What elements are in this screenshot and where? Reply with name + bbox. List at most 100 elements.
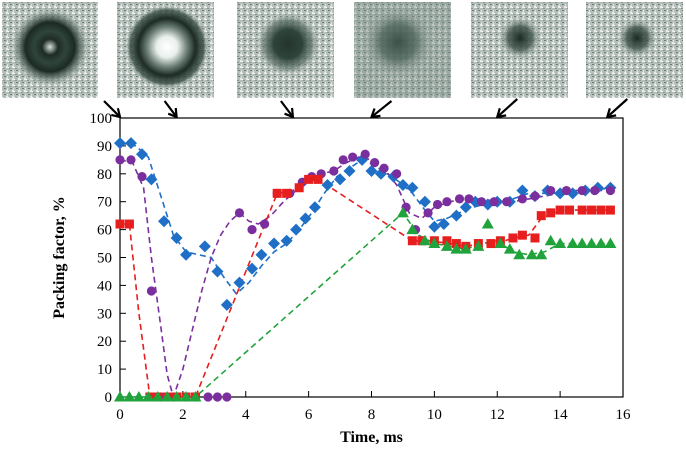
x-tick-label: 6 [305, 407, 313, 423]
data-point-circle [577, 185, 587, 196]
data-point-circle [454, 194, 465, 204]
y-tick-label: 50 [97, 251, 112, 267]
data-point-diamond [396, 178, 409, 191]
data-point-square [517, 230, 527, 240]
data-point-triangle [525, 248, 538, 260]
data-point-triangle [418, 234, 431, 246]
y-tick-label: 30 [97, 306, 112, 322]
data-point-circle [379, 163, 389, 173]
data-point-triangle [494, 237, 507, 249]
time-arrow-line [606, 98, 629, 118]
data-point-triangle [428, 237, 441, 249]
y-tick-label: 10 [97, 362, 112, 378]
data-point-circle [530, 191, 540, 201]
data-point-diamond [308, 201, 321, 214]
data-point-triangle [472, 240, 485, 251]
time-arrow-line [163, 100, 178, 118]
photo-frame-3 [237, 2, 334, 98]
data-point-triangle [576, 237, 589, 249]
data-point-square [546, 208, 556, 218]
x-tick-label: 4 [242, 407, 250, 423]
data-point-diamond [233, 276, 246, 289]
time-arrow-line [103, 100, 121, 118]
x-tick-label: 2 [179, 407, 187, 423]
data-point-triangle [594, 237, 607, 249]
data-point-diamond [136, 148, 149, 161]
data-point-diamond [406, 181, 419, 194]
y-tick-label: 20 [97, 334, 112, 350]
data-point-diamond [114, 137, 126, 150]
data-point-circle [392, 169, 402, 179]
data-point-triangle [554, 237, 567, 249]
x-axis: 0 2 4 6 8 10 12 14 16 [116, 391, 631, 423]
data-point-square [282, 188, 292, 198]
data-point-square [555, 205, 565, 215]
data-point-square [115, 219, 125, 229]
data-point-triangle [535, 248, 548, 260]
y-axis-title: Packing factor, % [51, 196, 68, 319]
data-point-circle [442, 197, 452, 207]
data-point-triangle [513, 248, 526, 260]
data-point-triangle [189, 391, 202, 402]
data-point-circle [464, 194, 474, 204]
time-arrow-head [495, 108, 507, 119]
data-point-circle [517, 194, 528, 204]
data-point-triangle [450, 243, 463, 254]
data-point-diamond [516, 184, 529, 197]
x-tick-label: 8 [368, 407, 376, 423]
data-point-square [486, 239, 496, 249]
time-arrow-line [280, 100, 294, 118]
time-arrow-head [167, 107, 178, 119]
data-point-circle [146, 286, 157, 296]
data-point-diamond [255, 248, 268, 261]
data-point-triangle [604, 237, 617, 249]
data-point-diamond [220, 298, 233, 311]
data-point-diamond [321, 178, 334, 191]
data-point-square [565, 205, 575, 215]
data-point-circle [212, 392, 223, 402]
data-point-circle [338, 155, 348, 165]
data-point-square [577, 205, 587, 215]
y-tick-label: 0 [105, 390, 113, 406]
time-arrow-line [496, 98, 518, 118]
trend-lines [119, 142, 611, 400]
y-tick-label: 80 [97, 167, 112, 183]
data-point-circle [489, 197, 499, 207]
data-point-triangle [142, 391, 155, 402]
data-point-diamond [459, 201, 472, 214]
data-point-triangle [503, 243, 516, 254]
data-point-triangle [161, 391, 174, 402]
data-point-triangle [180, 391, 193, 402]
data-point-square [536, 211, 546, 221]
photo-frame-5 [471, 2, 568, 98]
time-arrow-head [110, 107, 122, 119]
data-point-diamond [246, 262, 259, 275]
data-point-diamond [450, 209, 463, 222]
x-tick-label: 14 [553, 407, 569, 423]
y-tick-label: 100 [90, 111, 113, 127]
data-point-square [304, 174, 314, 184]
data-point-triangle [396, 206, 409, 218]
data-point-circle [203, 392, 213, 402]
data-point-diamond [180, 248, 193, 261]
data-point-circle [370, 158, 380, 168]
data-point-triangle [406, 223, 419, 235]
data-point-triangle [566, 237, 579, 249]
data-point-diamond [299, 212, 312, 225]
data-point-circle [329, 166, 339, 176]
photo-strip [2, 2, 683, 98]
data-point-diamond [158, 215, 171, 228]
photo-time-arrows [103, 98, 629, 119]
data-point-circle [561, 185, 572, 196]
data-point-triangle [123, 391, 136, 402]
data-point-circle [546, 185, 556, 196]
time-arrow-head [605, 108, 617, 119]
data-point-circle [260, 219, 270, 229]
y-tick-label: 70 [97, 195, 112, 211]
photo-frame-1 [2, 2, 98, 98]
data-point-triangle [544, 234, 557, 246]
data-point-triangle [151, 391, 164, 402]
data-point-triangle [170, 391, 183, 402]
data-point-circle [432, 199, 443, 210]
data-point-triangle [114, 391, 126, 402]
